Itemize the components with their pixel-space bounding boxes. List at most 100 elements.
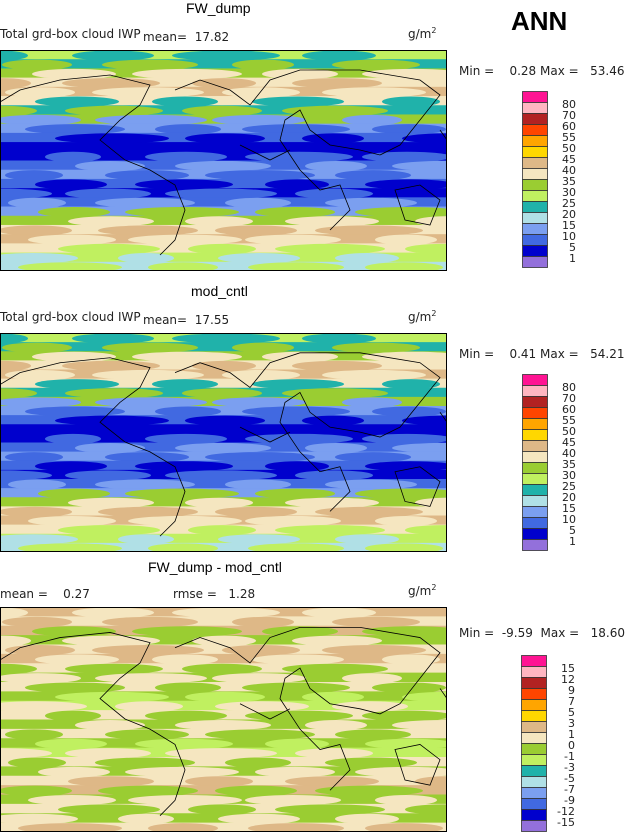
contour-patch [102, 59, 198, 70]
map-frame [0, 50, 447, 271]
season-label: ANN [511, 6, 568, 36]
contour-patch [325, 479, 417, 490]
contour-patch [245, 234, 341, 245]
colorbar-swatch [522, 102, 548, 114]
contour-patch [125, 207, 239, 218]
contour-patch [55, 133, 169, 144]
colorbar-swatch [521, 721, 547, 733]
contour-patch [0, 424, 87, 435]
contour-patch [5, 87, 75, 98]
contour-patch [132, 626, 242, 637]
colorbar-tick-label: -5 [564, 772, 575, 785]
colorbar-swatch [522, 374, 548, 386]
contour-patch [132, 351, 242, 362]
contour-patch [35, 654, 119, 665]
contour-patch [255, 207, 335, 218]
contour-patch [5, 644, 75, 656]
contour-band [0, 378, 447, 389]
contour-patch [185, 133, 265, 144]
contour-patch [245, 433, 353, 444]
contour-patch [335, 170, 411, 181]
contour-patch [275, 243, 385, 254]
contour-patch [342, 114, 402, 126]
contour-band [0, 653, 447, 664]
contour-patch [252, 654, 344, 665]
contour-patch [302, 50, 376, 61]
contour-patch [362, 351, 447, 362]
colorbar-tick-label: 50 [562, 425, 576, 438]
contour-patch [55, 415, 169, 426]
contour-band [0, 261, 447, 271]
contour-patch [0, 506, 72, 517]
colorbar-swatch [521, 699, 547, 711]
colorbar-tick-label: 70 [562, 109, 576, 122]
contour-patch [212, 114, 306, 126]
colorbar-swatch [522, 462, 548, 474]
colorbar-tick-label: 3 [568, 717, 575, 730]
contour-patch [218, 534, 300, 545]
contour-patch [98, 785, 198, 796]
colorbar-tick-label: 5 [569, 241, 576, 254]
contour-patch [128, 794, 242, 806]
contour-patch [182, 105, 262, 116]
contour-patch [32, 351, 116, 362]
colorbar-tick-label: 60 [562, 120, 576, 133]
contour-patch [285, 216, 379, 227]
min-max-label: Min = -9.59 Max = 18.60 [459, 626, 626, 640]
contour-patch [175, 160, 271, 172]
contour-patch [175, 719, 271, 731]
contour-patch [95, 757, 195, 768]
contour-patch [242, 406, 350, 417]
contour-patch [58, 525, 160, 536]
contour-patch [185, 415, 265, 426]
colorbar-swatch [522, 495, 548, 507]
contour-patch [45, 151, 101, 162]
contour-patch [62, 635, 160, 646]
contour-patch [222, 87, 300, 98]
contour-patch [205, 170, 315, 181]
contour-patch [75, 442, 145, 453]
colorbar-swatch [522, 385, 548, 397]
contour-patch [152, 96, 218, 107]
contour-patch [185, 497, 253, 508]
contour-patch [365, 461, 447, 472]
contour-patch [18, 823, 122, 832]
contour-patch [302, 415, 364, 426]
contour-band [0, 406, 447, 416]
contour-patch [342, 673, 402, 684]
contour-patch [0, 188, 52, 199]
contour-patch [65, 470, 151, 481]
colorbar-tick-label: 50 [562, 142, 576, 155]
contour-patch [232, 616, 294, 628]
contour-patch [25, 406, 125, 417]
colorbar-tick-label: 5 [569, 524, 576, 537]
contour-patch [365, 823, 443, 832]
map-panel-mod-cntl [0, 333, 447, 552]
contour-patch [132, 68, 242, 80]
contour-patch [372, 682, 446, 693]
colorbar-swatch [522, 440, 548, 452]
contour-patch [128, 234, 242, 245]
contour-patch [28, 234, 116, 245]
colorbar-swatch [521, 820, 547, 832]
colorbar-tick-label: 45 [562, 436, 576, 449]
contour-patch [362, 151, 447, 162]
contour-band [0, 342, 447, 352]
colorbar-tick-label: -3 [564, 761, 575, 774]
contour-patch [192, 360, 256, 371]
contour-patch [65, 663, 163, 675]
contour-patch [2, 342, 72, 353]
contour-patch [292, 635, 382, 646]
contour-patch [282, 105, 388, 116]
contour-patch [265, 179, 329, 190]
colorbar-tick-label: -9 [564, 794, 575, 807]
contour-patch [205, 452, 315, 463]
contour-patch [405, 804, 447, 815]
colorbar-swatch [522, 418, 548, 430]
contour-patch [225, 479, 291, 490]
contour-patch [225, 757, 291, 768]
coastline [0, 626, 447, 816]
contour-patch [315, 506, 423, 517]
contour-patch [322, 87, 426, 98]
contour-patch [0, 225, 72, 236]
